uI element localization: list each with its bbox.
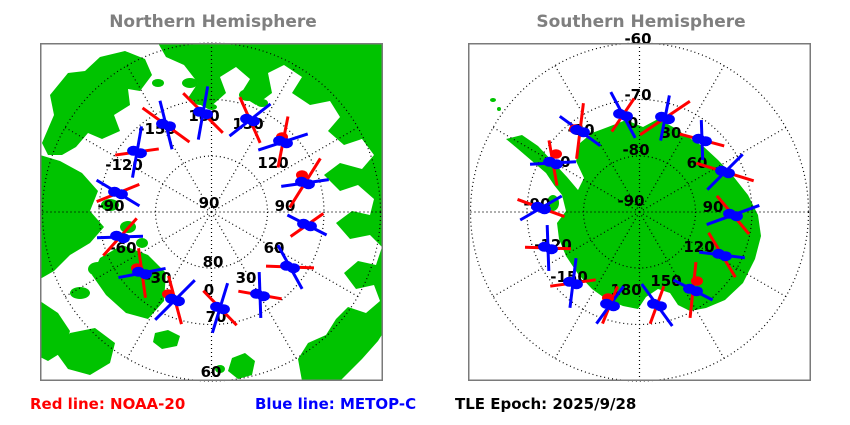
satellite-marker	[524, 224, 572, 272]
map-canvas-northern-hemisphere: 0306090120150180-150-120-90-60-309080706…	[40, 42, 383, 382]
noaa20-position-dot	[691, 276, 703, 286]
satellite-position-dot	[538, 204, 551, 215]
graticule-label: 90	[199, 194, 220, 212]
graticule-label: 0	[628, 114, 638, 132]
southern-hemisphere-title: Southern Hemisphere	[536, 12, 746, 32]
graticule-label: -80	[622, 141, 649, 159]
satellite-position-dot	[654, 301, 667, 312]
graticule-label: 90	[275, 197, 296, 215]
satellite-marker	[609, 91, 637, 139]
satellite-marker	[639, 95, 691, 141]
graticule	[41, 42, 382, 382]
satellite-marker	[706, 194, 760, 236]
graticule-label: 120	[257, 154, 288, 172]
noaa20-position-dot	[550, 149, 562, 159]
satellite-position-dot	[730, 211, 743, 222]
satellite-marker	[558, 103, 602, 159]
satellite-marker	[595, 285, 625, 325]
satellite-position-dot	[287, 263, 300, 274]
satellite-position-dot	[257, 291, 270, 302]
satellite-marker	[95, 178, 141, 208]
satellite-position-dot	[620, 111, 633, 122]
satellite-marker	[640, 283, 674, 327]
graticule-label: 30	[661, 124, 682, 142]
graticule-label: 30	[236, 269, 257, 287]
satellite-marker	[118, 248, 166, 298]
legend-blue-metopc: Blue line: METOP-C	[255, 395, 417, 413]
graticule-label: -90	[97, 197, 124, 215]
map-canvas-southern-hemisphere: 0306090120150180-150-120-90-60-30-60-70-…	[468, 30, 811, 382]
legend-red-noaa20: Red line: NOAA-20	[30, 395, 186, 413]
satellite-position-dot	[690, 286, 703, 297]
satellite-position-dot	[163, 121, 176, 132]
satellite-position-dot	[570, 279, 583, 290]
southern-hemisphere-map: 0306090120150180-150-120-90-60-30-60-70-…	[468, 30, 811, 382]
satellite-position-dot	[172, 296, 185, 307]
graticule-label: 60	[201, 363, 222, 381]
satellite-marker	[202, 282, 238, 334]
satellite-position-dot	[719, 251, 732, 262]
satellite-marker	[265, 244, 315, 290]
graticule-label: 60	[264, 239, 285, 257]
satellite-position-dot	[247, 116, 260, 127]
satellite-marker	[516, 194, 566, 222]
satellite-position-dot	[139, 269, 152, 280]
satellite-position-dot	[217, 304, 230, 315]
graticule-label: 150	[650, 272, 681, 290]
satellite-position-dot	[607, 301, 620, 312]
satellite-position-dot	[280, 138, 293, 149]
satellite-position-dot	[550, 159, 563, 170]
satellite-marker	[286, 212, 328, 238]
satellite-position-dot	[115, 189, 128, 200]
tle-epoch-label: TLE Epoch: 2025/9/28	[455, 395, 637, 413]
northern-hemisphere-title: Northern Hemisphere	[109, 12, 317, 32]
satellite-position-dot	[302, 179, 315, 190]
graticule-label: 120	[683, 238, 714, 256]
satellite-position-dot	[117, 233, 130, 244]
graticule-label: 0	[204, 281, 214, 299]
satellite-position-dot	[577, 127, 590, 138]
satellite-marker	[698, 231, 746, 279]
satellite-marker	[141, 100, 191, 150]
satellite-marker	[695, 153, 755, 191]
satellite-marker	[529, 140, 577, 186]
satellite-marker	[281, 157, 329, 209]
satellite-marker	[228, 96, 272, 144]
satellite-marker	[96, 217, 144, 257]
graticule-label: 90	[703, 198, 724, 216]
map-frame	[40, 43, 383, 381]
graticule-label: 80	[203, 253, 224, 271]
satellite-position-dot	[722, 168, 735, 179]
satellite-position-dot	[200, 109, 213, 120]
satellite-position-dot	[545, 244, 558, 255]
satellite-marker	[550, 258, 596, 308]
satellite-position-dot	[662, 114, 675, 125]
map-frame	[468, 43, 811, 381]
graticule-label: -60	[109, 239, 136, 257]
graticule-label: -70	[624, 86, 651, 104]
satellite-marker	[257, 116, 309, 168]
satellite-position-dot	[699, 136, 712, 147]
satellite-position-dot	[134, 148, 147, 159]
graticule-label: -60	[624, 30, 651, 48]
satellite-marker	[115, 126, 159, 178]
satellite-position-dot	[304, 221, 317, 232]
landmass	[40, 43, 383, 381]
satellite-marker	[679, 119, 725, 161]
satellite-marker	[182, 86, 224, 140]
satellite-marker	[238, 271, 282, 319]
satellite-marker	[672, 261, 714, 319]
northern-hemisphere-map: 0306090120150180-150-120-90-60-309080706…	[40, 42, 383, 382]
satellite-marker	[154, 275, 196, 325]
graticule-label: -90	[617, 192, 644, 210]
